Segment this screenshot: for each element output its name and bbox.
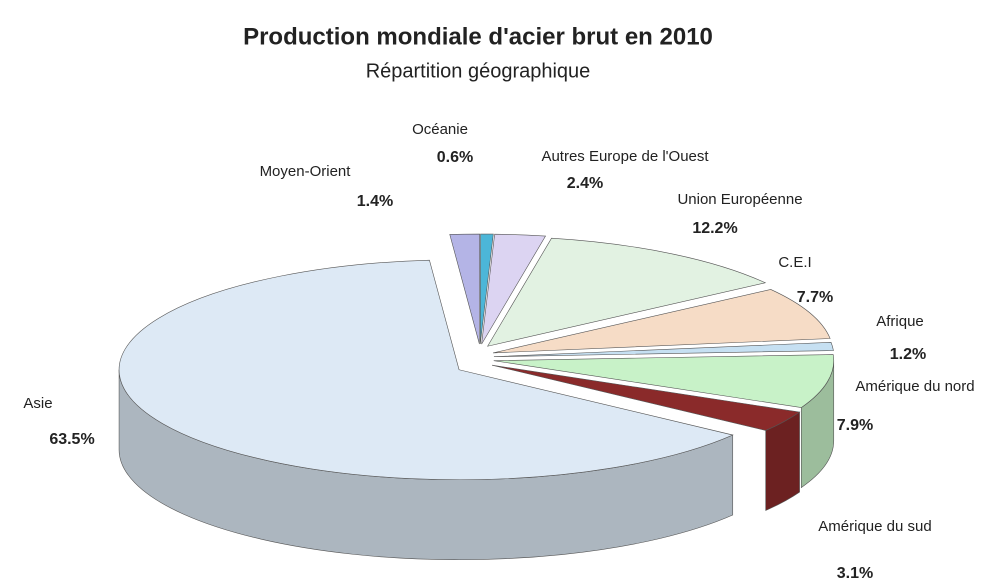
slice-value-label: 1.4%: [357, 193, 393, 210]
slice-top: [491, 364, 801, 431]
slice-value-label: 7.7%: [797, 289, 833, 306]
slice-label: Afrique: [876, 313, 924, 330]
slice-value-label: 2.4%: [567, 175, 603, 192]
slice-label: Océanie: [412, 121, 468, 138]
slice-label: Amérique du sud: [818, 518, 931, 535]
slice-top: [481, 233, 547, 345]
slice-top: [118, 259, 734, 481]
slice: [449, 233, 480, 345]
slice-value-label: 12.2%: [692, 220, 737, 237]
slice: [493, 354, 835, 489]
slice-value-label: 7.9%: [837, 417, 873, 434]
slice: [491, 364, 801, 511]
slice: [493, 341, 834, 357]
slice-value-label: 3.1%: [837, 565, 873, 582]
slice: [492, 289, 831, 354]
slice-top: [479, 233, 494, 345]
slice-label: Autres Europe de l'Ouest: [541, 148, 709, 165]
chart-title: Production mondiale d'acier brut en 2010: [243, 23, 713, 50]
slice: [481, 233, 547, 345]
slice-top: [486, 237, 767, 347]
slice-label: Amérique du nord: [855, 378, 974, 395]
slice: [486, 237, 767, 347]
chart-subtitle: Répartition géographique: [366, 60, 591, 82]
slice-label: Union Européenne: [677, 191, 802, 208]
slice: [479, 233, 494, 345]
slice-top: [493, 354, 835, 408]
slice-value-label: 63.5%: [49, 431, 94, 448]
slice-top: [492, 289, 831, 354]
slice-top: [449, 233, 480, 345]
slice-label: Moyen-Orient: [260, 163, 352, 180]
slice-top: [493, 341, 834, 357]
slice-label: Asie: [23, 395, 52, 412]
slice-value-label: 1.2%: [890, 346, 926, 363]
slice-value-label: 0.6%: [437, 149, 473, 166]
slice-label: C.E.I: [778, 254, 811, 271]
slice: [118, 259, 734, 561]
